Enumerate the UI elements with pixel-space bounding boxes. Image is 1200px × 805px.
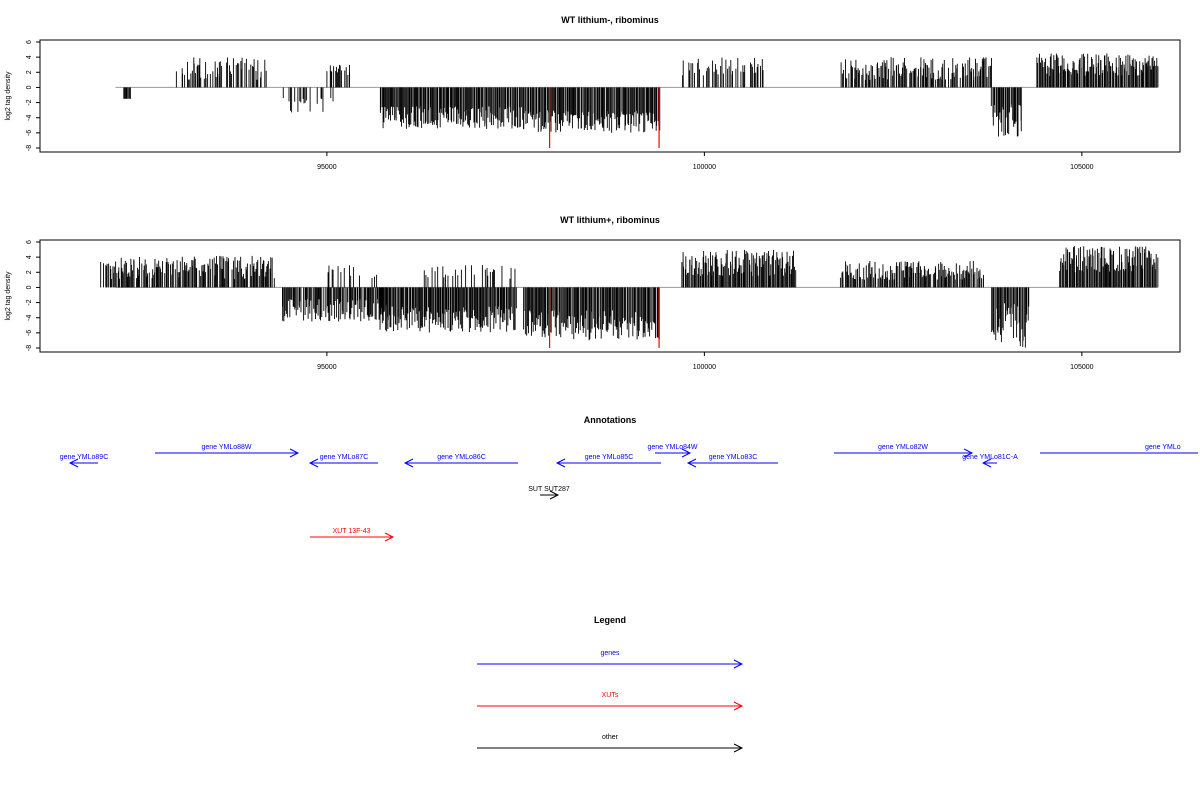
arrow-head-icon [733,659,744,669]
legend-label: XUTs [602,692,619,699]
y-tick-label: -2 [26,99,33,105]
legend-items: genes XUTs other [477,650,744,753]
feature-label: gene YMLo88W [201,444,251,451]
legend-label: other [602,734,619,741]
y-tick-label: -4 [26,115,33,121]
y-axis: 6 4 2 0 -2 -4 -6 -8 [26,40,41,151]
annotation-features: gene YMLo89C gene YMLo88W gene YMLo87C gene… [60,444,1198,542]
annotation-feature: gene YMLo84W [647,444,698,458]
annotation-feature: XUT 13F-43 [310,528,395,542]
feature-label: SUT SUT287 [528,486,570,493]
annotation-feature: gene YMLo82W [834,444,974,458]
arrow-head-icon [384,532,395,542]
y-tick-label: 0 [26,285,33,289]
panel-title: WT lithium+, ribominus [560,215,660,225]
feature-label: gene YMLo89C [60,454,109,461]
annotation-feature: gene YMLo81C-A [962,454,1018,468]
arrow-head-icon [308,458,319,468]
density-bars [115,53,1159,148]
legend-item: genes [477,650,744,669]
annotation-feature: gene YMLo88W [155,444,300,458]
arrow-head-icon [289,448,300,458]
feature-label: gene YMLo87C [320,454,369,461]
x-tick-label: 100000 [693,364,716,371]
x-axis: 95000 100000 105000 [317,152,1094,171]
y-tick-label: 6 [26,240,33,244]
feature-label: gene YMLo86C [437,454,486,461]
arrow-head-icon [403,458,414,468]
feature-label: gene YMLo83C [709,454,758,461]
x-tick-label: 105000 [1070,164,1093,171]
arrow-head-icon [963,448,974,458]
y-tick-label: 0 [26,85,33,89]
x-tick-label: 95000 [317,164,337,171]
arrow-head-icon [733,701,744,711]
x-axis: 95000 100000 105000 [317,352,1094,371]
annotation-feature: gene YMLo85C [555,454,661,468]
density-bars [100,246,1159,348]
y-tick-label: 4 [26,55,33,59]
y-tick-label: 4 [26,255,33,259]
legend: Legend genes XUTs other [477,615,744,753]
annotation-feature: SUT SUT287 [528,486,570,500]
x-tick-label: 95000 [317,364,337,371]
annotation-feature: gene YMLo87C [308,454,378,468]
arrow-head-icon [549,490,560,500]
legend-label: genes [600,650,620,657]
arrow-head-icon [686,458,697,468]
annotation-feature: gene YMLo [1040,444,1198,454]
annotation-feature: gene YMLo86C [403,454,518,468]
y-tick-label: 2 [26,70,33,74]
feature-label: gene YMLo [1145,444,1181,451]
panel-title: WT lithium-, ribominus [561,15,659,25]
feature-label: XUT 13F-43 [333,528,371,535]
y-tick-label: 6 [26,40,33,44]
arrow-head-icon [681,448,692,458]
y-tick-label: -8 [26,145,33,151]
legend-item: XUTs [477,692,744,711]
y-axis-label: log2 tag density [5,271,12,321]
y-axis: 6 4 2 0 -2 -4 -6 -8 [26,240,41,351]
x-tick-label: 100000 [693,164,716,171]
annotation-feature: gene YMLo83C [686,454,778,468]
y-tick-label: 2 [26,270,33,274]
y-tick-label: -4 [26,315,33,321]
feature-label: gene YMLo82W [878,444,928,451]
y-tick-label: -8 [26,345,33,351]
arrow-head-icon [555,458,566,468]
arrow-head-icon [733,743,744,753]
panel-lithium-plus: WT lithium+, ribominus log2 tag density … [5,215,1181,371]
annotation-feature: gene YMLo89C [60,454,109,468]
arrow-head-icon [981,458,992,468]
y-tick-label: -2 [26,299,33,305]
arrow-head-icon [68,458,79,468]
panel-lithium-minus: WT lithium-, ribominus log2 tag density … [5,15,1181,171]
x-tick-label: 105000 [1070,364,1093,371]
y-axis-label: log2 tag density [5,71,12,121]
legend-item: other [477,734,744,753]
feature-label: gene YMLo84W [647,444,697,451]
feature-label: gene YMLo81C-A [962,454,1018,461]
legend-title: Legend [594,615,626,625]
y-tick-label: -6 [26,330,33,336]
feature-label: gene YMLo85C [585,454,634,461]
annotations-title: Annotations [584,415,637,425]
y-tick-label: -6 [26,130,33,136]
